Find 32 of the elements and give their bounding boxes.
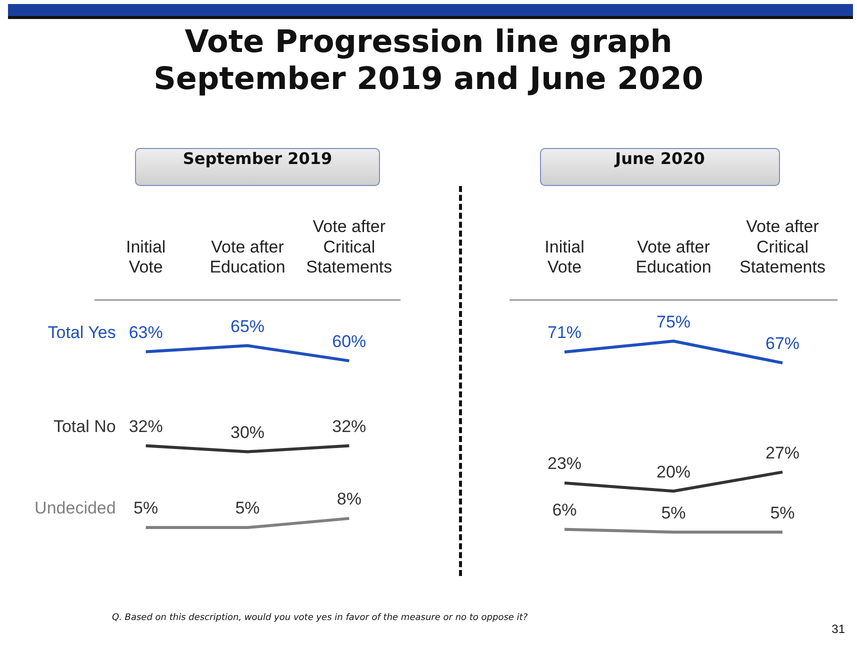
data-label: 27%	[765, 443, 800, 462]
data-label: 23%	[547, 454, 582, 474]
text: Q. Based on this description, would you vote yes in favor of the measure or no to oppose it?	[112, 613, 528, 623]
chart-subtitle: September 2019	[135, 148, 380, 186]
data-label: 5%	[770, 503, 795, 522]
series-label: Undecided	[34, 498, 116, 518]
series-label: Total Yes	[48, 322, 116, 342]
text: 31	[832, 622, 845, 636]
data-label: 71%	[547, 323, 582, 342]
series-label: Total No	[53, 416, 116, 436]
data-label: 5%	[661, 503, 686, 522]
data-label: 6%	[552, 500, 577, 520]
x-tick-label: Vote after Critical Statements	[306, 216, 392, 277]
data-label: 5%	[235, 498, 260, 518]
data-label: 60%	[332, 332, 366, 352]
data-label: 63%	[128, 322, 163, 342]
x-tick-label: Vote after Education	[210, 237, 286, 277]
data-label: 65%	[230, 316, 265, 336]
chart-title: Vote Progression line graph September 2019 and June 2020	[152, 24, 704, 98]
data-label: 75%	[656, 312, 691, 332]
x-tick-label: Vote after Critical Statements	[740, 216, 826, 277]
data-label: 8%	[336, 490, 362, 509]
x-tick-label: Initial Vote	[126, 237, 166, 277]
data-label: 32%	[332, 416, 366, 436]
data-label: 5%	[134, 498, 158, 518]
x-tick-label: Initial Vote	[544, 237, 584, 277]
chart-subtitle: June 2020	[540, 148, 780, 186]
x-tick-label: Vote after Education	[636, 237, 712, 277]
data-label: 20%	[656, 462, 691, 482]
data-label: 30%	[230, 422, 265, 442]
data-label: 32%	[128, 416, 163, 436]
data-label: 67%	[765, 334, 800, 354]
